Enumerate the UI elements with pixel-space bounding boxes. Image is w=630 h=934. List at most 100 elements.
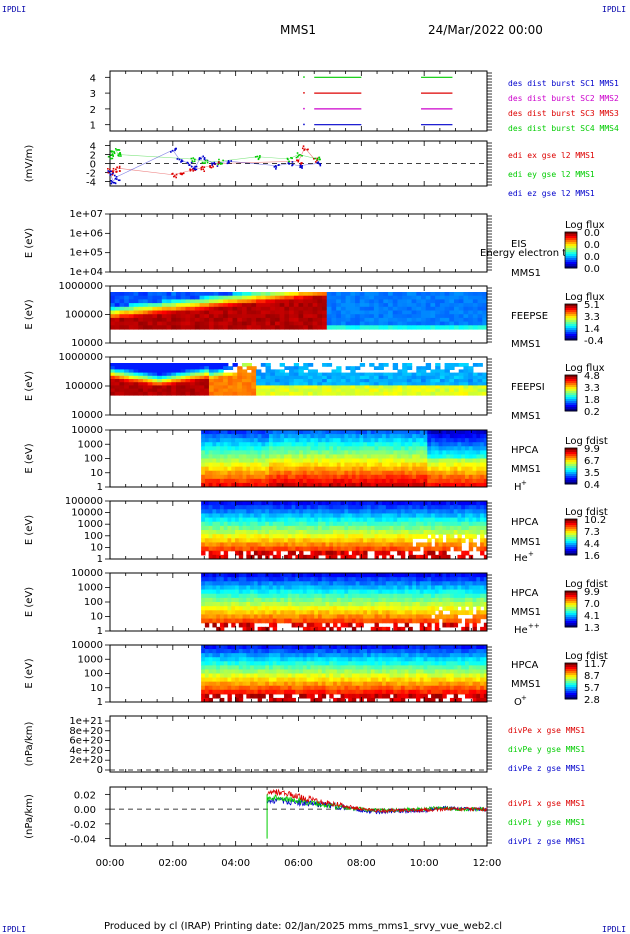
spec-cell — [124, 325, 130, 330]
spec-cell — [408, 505, 413, 510]
spec-cell — [383, 382, 389, 386]
spec-cell — [389, 454, 394, 460]
spec-cell — [201, 513, 206, 519]
spec-cell — [314, 538, 319, 544]
spec-cell — [201, 610, 206, 616]
spec-cell — [336, 542, 342, 548]
spec-cell — [449, 442, 455, 447]
spec-cell — [114, 314, 121, 319]
spec-cell — [322, 382, 328, 386]
spec-cell — [280, 517, 285, 523]
spec-cell — [295, 442, 300, 447]
spec-cell — [382, 478, 387, 484]
spec-cell — [415, 542, 421, 548]
spec-cell — [404, 474, 410, 480]
spec-cell — [268, 446, 274, 451]
spec-cell — [253, 573, 259, 578]
spec-cell — [382, 442, 387, 447]
spec-cell — [408, 446, 413, 451]
spec-cell — [276, 438, 281, 443]
edi-point — [117, 154, 119, 157]
spec-cell — [216, 478, 221, 484]
spec-cell — [128, 366, 135, 370]
spec-cell — [392, 292, 399, 297]
spec-cell — [272, 530, 278, 535]
spec-cell — [465, 446, 470, 451]
spec-cell — [373, 382, 380, 386]
spec-cell — [333, 454, 338, 460]
edi-point — [194, 168, 196, 171]
spec-cell — [408, 434, 413, 439]
spec-cell — [333, 542, 338, 548]
spec-cell — [261, 530, 266, 535]
spec-cell — [378, 314, 384, 319]
spec-cell — [480, 550, 485, 556]
spec-cell — [383, 314, 389, 319]
spec-cell — [331, 317, 337, 323]
spec-cell — [355, 450, 361, 456]
spec-cell — [333, 505, 338, 510]
spec-cell — [359, 385, 366, 390]
spec-cell — [235, 430, 240, 435]
spec-cell — [268, 521, 274, 527]
spec-cell — [180, 321, 186, 326]
spec-cell — [219, 554, 225, 559]
spec-cell — [325, 434, 330, 439]
spec-cell — [152, 391, 158, 396]
spec-cell — [276, 542, 281, 548]
spec-cell — [227, 525, 232, 531]
spec-cell — [133, 295, 139, 300]
spec-cell — [128, 292, 135, 297]
spec-cell — [241, 310, 248, 315]
spec-cell — [468, 513, 474, 519]
spec-cell — [298, 375, 304, 380]
spec-cell — [257, 593, 263, 599]
spec-cell — [256, 295, 262, 300]
spec-cell — [392, 379, 399, 383]
spec-cell — [276, 593, 281, 599]
spec-cell — [291, 597, 296, 603]
spec-cell — [421, 295, 427, 300]
spec-cell — [393, 546, 398, 552]
spec-cell — [340, 372, 347, 377]
colorbar-title: Log flux — [565, 292, 605, 303]
spec-cell — [317, 606, 323, 611]
spec-cell — [287, 538, 293, 544]
spec-cell — [333, 546, 338, 552]
edi-point — [318, 156, 321, 159]
spec-cell — [256, 372, 262, 377]
colorbar-step — [565, 452, 577, 455]
spec-cell — [468, 375, 474, 380]
spec-cell — [317, 581, 323, 587]
spec-cell — [472, 372, 479, 377]
colorbar-step — [565, 464, 577, 467]
spec-cell — [295, 450, 300, 456]
spec-cell — [208, 388, 215, 393]
spec-cell — [284, 314, 290, 319]
spec-cell — [272, 509, 278, 515]
spec-cell — [216, 513, 221, 519]
spec-cell — [114, 375, 121, 380]
spec-cell — [322, 317, 328, 323]
spec-cell — [482, 295, 487, 300]
spec-cell — [317, 446, 323, 451]
spec-cell — [382, 450, 387, 456]
spec-cell — [331, 382, 337, 386]
edi-point — [316, 157, 319, 160]
spec-cell — [265, 462, 270, 468]
edi-point — [116, 149, 119, 151]
colorbar-frame — [564, 447, 578, 485]
edi-point — [258, 156, 261, 159]
colorbar-step — [565, 462, 577, 465]
spec-cell — [369, 325, 375, 330]
spec-cell — [231, 501, 236, 506]
spec-cell — [453, 513, 459, 519]
spec-cell — [435, 382, 441, 386]
spec-cell — [147, 385, 154, 390]
spec-cell — [235, 454, 240, 460]
y-tick-label: 10000 — [71, 425, 103, 436]
spec-cell — [416, 385, 422, 390]
spec-cell — [142, 366, 149, 370]
spec-cell — [461, 454, 466, 460]
